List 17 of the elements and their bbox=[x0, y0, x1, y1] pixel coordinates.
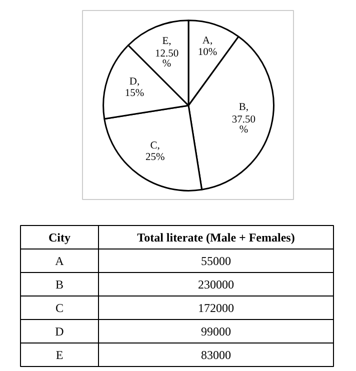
data-label: 230000 bbox=[198, 277, 234, 292]
category-label: E bbox=[56, 348, 64, 362]
data-label: D, 15% bbox=[124, 76, 144, 100]
data-label: 99000 bbox=[201, 324, 231, 338]
data-label: B, 37.50 % bbox=[232, 102, 256, 136]
data-label: A, 10% bbox=[198, 36, 218, 58]
data-label: 55000 bbox=[201, 254, 231, 268]
category-label: A bbox=[55, 254, 64, 268]
category-label: C bbox=[56, 300, 64, 315]
text: City bbox=[48, 230, 70, 244]
category-label: B bbox=[56, 277, 64, 292]
data-label: 172000 bbox=[198, 300, 234, 315]
text: Total literate (Male + Females) bbox=[137, 230, 295, 244]
data-label: C, 25% bbox=[146, 140, 165, 163]
category-label: D bbox=[55, 324, 64, 338]
data-label: E, 12.50 % bbox=[154, 36, 179, 70]
data-label: 83000 bbox=[201, 348, 231, 362]
